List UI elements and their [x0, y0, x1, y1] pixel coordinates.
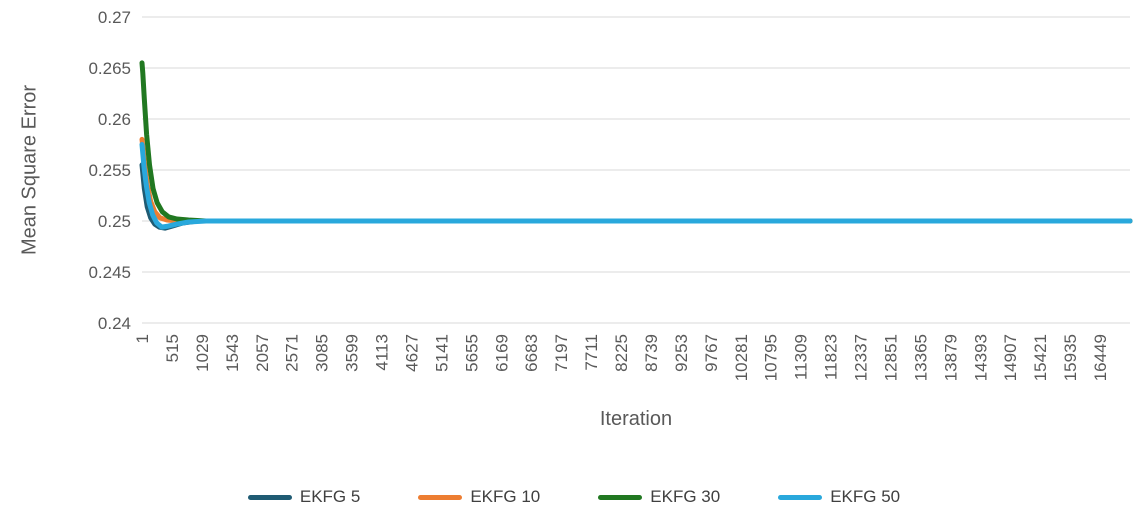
legend-item-ekfg-10: EKFG 10 [418, 487, 540, 507]
series-line-ekfg-30 [139, 60, 1133, 224]
x-tick-label: 7711 [582, 334, 601, 371]
legend-label-ekfg-10: EKFG 10 [470, 487, 541, 506]
x-tick-label: 14907 [1001, 334, 1020, 381]
x-axis-title: Iteration [599, 408, 673, 430]
x-tick-label: 1029 [193, 334, 212, 372]
legend-swatch-ekfg-30 [598, 494, 643, 500]
x-tick-label: 9253 [672, 334, 691, 372]
x-tick-label: 13879 [941, 334, 960, 381]
x-tick-label: 14393 [971, 334, 990, 381]
y-tick-label: 0.25 [98, 212, 131, 231]
x-tick-label: 8739 [642, 334, 661, 372]
series-line-ekfg-50 [139, 142, 1133, 230]
x-tick-label: 7197 [552, 334, 571, 372]
legend-item-ekfg-30: EKFG 30 [598, 487, 720, 507]
y-axis-title: Mean Square Error [18, 84, 41, 256]
y-tick-label: 0.24 [98, 314, 131, 333]
x-tick-label: 13365 [911, 334, 930, 381]
x-tick-label: 4113 [373, 334, 392, 371]
x-tick-label: 12851 [881, 334, 900, 381]
x-tick-label: 16449 [1091, 334, 1110, 381]
legend-item-ekfg-5: EKFG 5 [247, 487, 361, 507]
x-tick-label: 8225 [612, 334, 631, 372]
x-tick-label: 11823 [822, 334, 841, 380]
legend-label-ekfg-30: EKFG 30 [650, 487, 721, 506]
legend-swatch-ekfg-50 [778, 494, 823, 500]
x-tick-label: 9767 [702, 334, 721, 372]
x-tick-label: 6683 [522, 334, 541, 372]
legend: EKFG 5 EKFG 10 EKFG 30 EKFG 50 [0, 482, 1148, 512]
legend-swatch-ekfg-5 [247, 494, 292, 500]
x-tick-label: 6169 [492, 334, 511, 372]
y-tick-label: 0.255 [88, 161, 131, 180]
x-tick-label: 4627 [402, 334, 421, 372]
y-tick-label: 0.27 [98, 8, 131, 27]
legend-label-ekfg-5: EKFG 5 [299, 487, 361, 506]
x-tick-label: 3599 [343, 334, 362, 372]
x-tick-label: 15421 [1031, 334, 1050, 381]
x-tick-label: 2057 [253, 334, 272, 372]
legend-swatch-ekfg-10 [418, 494, 463, 500]
x-tick-label: 515 [163, 334, 182, 362]
y-tick-label: 0.265 [88, 59, 131, 78]
series-line-ekfg-10 [139, 136, 1133, 224]
x-tick-label: 1543 [223, 334, 242, 372]
y-tick-label: 0.245 [88, 263, 131, 282]
x-tick-label: 5141 [432, 334, 451, 372]
x-tick-label: 5655 [462, 334, 481, 372]
x-tick-label: 10281 [732, 334, 751, 381]
x-tick-label: 1 [133, 334, 152, 343]
x-tick-label: 11309 [792, 334, 811, 380]
y-tick-label: 0.26 [98, 110, 131, 129]
x-tick-label: 12337 [852, 334, 871, 381]
x-tick-label: 2571 [283, 334, 302, 372]
x-tick-label: 3085 [313, 334, 332, 372]
x-tick-label: 10795 [762, 334, 781, 381]
legend-label-ekfg-50: EKFG 50 [830, 487, 901, 506]
x-tick-label: 15935 [1061, 334, 1080, 381]
legend-item-ekfg-50: EKFG 50 [778, 487, 900, 507]
